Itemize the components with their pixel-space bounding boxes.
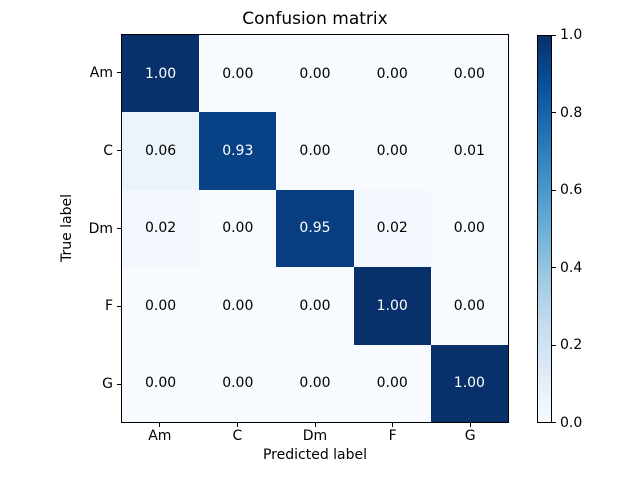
colorbar-tick-mark bbox=[552, 421, 556, 423]
colorbar-tick-label-1.0: 1.0 bbox=[560, 27, 583, 43]
heatmap-cell-C-F: 0.00 bbox=[353, 112, 431, 190]
colorbar-tick-mark bbox=[552, 34, 556, 36]
y-tick-mark bbox=[117, 150, 121, 152]
y-tick-label-G: G bbox=[102, 376, 113, 393]
heatmap-cell-Dm-Am: 0.02 bbox=[122, 189, 200, 268]
heatmap-cell-Dm-Dm: 0.95 bbox=[276, 189, 354, 268]
heatmap-cell-C-C: 0.93 bbox=[199, 112, 277, 190]
colorbar-tick-label-0.0: 0.0 bbox=[560, 415, 583, 431]
x-tick-mark bbox=[159, 423, 161, 427]
y-tick-mark bbox=[117, 383, 121, 385]
x-tick-mark bbox=[392, 423, 394, 427]
y-tick-label-C: C bbox=[103, 142, 113, 159]
heatmap-cell-F-C: 0.00 bbox=[199, 267, 277, 345]
heatmap-cell-Dm-C: 0.00 bbox=[199, 189, 277, 268]
x-axis-label: Predicted label bbox=[262, 447, 368, 463]
heatmap-cell-G-Am: 0.00 bbox=[122, 344, 200, 422]
y-tick-label-F: F bbox=[104, 298, 113, 315]
heatmap-cell-G-C: 0.00 bbox=[199, 344, 277, 422]
x-tick-label-G: G bbox=[464, 428, 476, 444]
heatmap-cell-C-Am: 0.06 bbox=[122, 112, 200, 190]
y-tick-label-Dm: Dm bbox=[88, 220, 113, 237]
heatmap-cell-F-Am: 0.00 bbox=[122, 267, 200, 345]
x-tick-mark bbox=[236, 423, 238, 427]
colorbar-tick-label-0.8: 0.8 bbox=[560, 104, 583, 121]
heatmap-cell-F-Dm: 0.00 bbox=[276, 267, 354, 345]
colorbar-tick-mark bbox=[552, 189, 556, 191]
heatmap-cell-C-Dm: 0.00 bbox=[276, 112, 354, 190]
heatmap-cell-C-G: 0.01 bbox=[430, 112, 508, 190]
y-tick-mark bbox=[117, 228, 121, 229]
heatmap-cell-F-G: 0.00 bbox=[430, 267, 508, 345]
colorbar-tick-label-0.4: 0.4 bbox=[560, 259, 583, 276]
chart-title: Confusion matrix bbox=[242, 9, 388, 29]
colorbar bbox=[537, 35, 552, 423]
heatmap-cell-Am-G: 0.00 bbox=[430, 35, 508, 113]
heatmap-cell-Dm-F: 0.02 bbox=[353, 189, 431, 268]
y-tick-mark bbox=[117, 305, 121, 307]
heatmap-cell-G-Dm: 0.00 bbox=[276, 344, 354, 422]
heatmap-cell-G-G: 1.00 bbox=[430, 344, 508, 422]
x-tick-label-Am: Am bbox=[148, 428, 172, 444]
y-axis-label: True label bbox=[59, 193, 75, 263]
heatmap-cell-G-F: 0.00 bbox=[353, 344, 431, 422]
x-tick-label-F: F bbox=[388, 428, 397, 444]
x-tick-label-Dm: Dm bbox=[302, 428, 328, 444]
heatmap-cell-Am-F: 0.00 bbox=[353, 35, 431, 113]
heatmap-cell-Am-C: 0.00 bbox=[199, 35, 277, 113]
colorbar-tick-mark bbox=[552, 344, 556, 346]
heatmap-cell-Am-Dm: 0.00 bbox=[276, 35, 354, 113]
x-tick-label-C: C bbox=[232, 428, 243, 444]
x-tick-mark bbox=[469, 423, 471, 427]
heatmap-cell-Dm-G: 0.00 bbox=[430, 189, 508, 268]
heatmap-cell-F-F: 1.00 bbox=[353, 267, 431, 345]
colorbar-tick-label-0.6: 0.6 bbox=[560, 182, 583, 199]
colorbar-tick-label-0.2: 0.2 bbox=[560, 337, 583, 354]
y-tick-mark bbox=[117, 72, 121, 74]
x-tick-mark bbox=[314, 423, 316, 427]
colorbar-tick-mark bbox=[552, 112, 556, 114]
colorbar-tick-mark bbox=[552, 267, 556, 269]
y-tick-label-Am: Am bbox=[89, 64, 113, 81]
heatmap-cell-Am-Am: 1.00 bbox=[122, 35, 200, 113]
heatmap: 1.00 0.00 0.00 0.00 0.00 0.06 0.93 0.00 0.00 0.01… bbox=[121, 34, 509, 423]
